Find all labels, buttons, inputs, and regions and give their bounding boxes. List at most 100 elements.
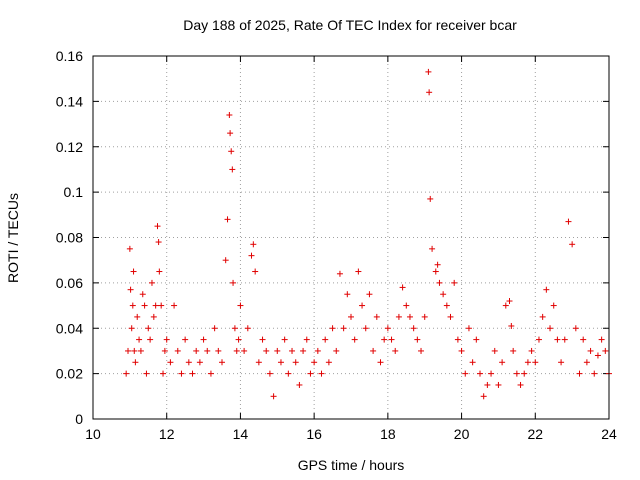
data-point xyxy=(381,336,388,343)
data-point xyxy=(484,381,491,388)
y-tick-label: 0.16 xyxy=(56,48,83,64)
data-point xyxy=(362,325,369,332)
data-point xyxy=(145,325,152,332)
data-point xyxy=(237,302,244,309)
data-point xyxy=(535,336,542,343)
data-point xyxy=(388,336,395,343)
data-point xyxy=(427,195,434,202)
y-tick-label: 0.04 xyxy=(56,320,83,336)
data-point xyxy=(373,313,380,320)
data-point xyxy=(148,279,155,286)
data-point xyxy=(403,302,410,309)
data-point xyxy=(147,336,154,343)
data-point xyxy=(154,223,161,230)
data-point xyxy=(303,336,310,343)
data-point xyxy=(235,336,242,343)
data-point xyxy=(185,359,192,366)
data-point xyxy=(425,68,432,75)
data-point xyxy=(480,393,487,400)
data-point xyxy=(285,370,292,377)
data-point xyxy=(193,347,200,354)
data-point xyxy=(580,336,587,343)
data-point xyxy=(550,302,557,309)
data-point xyxy=(495,381,502,388)
data-point xyxy=(252,268,259,275)
data-point xyxy=(255,359,262,366)
x-tick-labels: 10 12 14 16 18 20 22 24 xyxy=(85,426,617,442)
data-point xyxy=(598,336,605,343)
chart-title: Day 188 of 2025, Rate Of TEC Index for r… xyxy=(183,17,517,33)
data-point xyxy=(454,336,461,343)
data-point xyxy=(583,359,590,366)
data-point xyxy=(296,381,303,388)
data-point xyxy=(434,261,441,268)
data-point xyxy=(132,359,139,366)
data-point xyxy=(543,286,550,293)
y-tick-label: 0 xyxy=(75,411,83,427)
data-point xyxy=(141,302,148,309)
data-point xyxy=(230,279,237,286)
data-point xyxy=(591,370,598,377)
data-point xyxy=(587,347,594,354)
data-point xyxy=(211,325,218,332)
x-tick-label: 16 xyxy=(306,426,322,442)
data-point xyxy=(429,245,436,252)
data-point xyxy=(241,347,248,354)
data-point xyxy=(414,336,421,343)
data-point xyxy=(384,325,391,332)
data-point xyxy=(160,370,167,377)
data-point xyxy=(576,370,583,377)
data-point xyxy=(143,370,150,377)
data-point xyxy=(539,313,546,320)
data-point xyxy=(322,336,329,343)
y-tick-label: 0.12 xyxy=(56,139,83,155)
data-point xyxy=(426,89,433,96)
data-point xyxy=(314,347,321,354)
data-point xyxy=(329,325,336,332)
data-point xyxy=(377,359,384,366)
data-point xyxy=(443,302,450,309)
data-point xyxy=(351,336,358,343)
data-point xyxy=(204,347,211,354)
data-point xyxy=(561,336,568,343)
data-point xyxy=(344,291,351,298)
data-point xyxy=(473,336,480,343)
data-point xyxy=(126,245,133,252)
x-axis-title: GPS time / hours xyxy=(298,457,405,473)
x-tick-label: 18 xyxy=(380,426,396,442)
data-point xyxy=(602,347,609,354)
data-point xyxy=(231,325,238,332)
data-point xyxy=(263,347,270,354)
data-point xyxy=(222,257,229,264)
data-point xyxy=(300,347,307,354)
data-point xyxy=(227,130,234,137)
data-point xyxy=(156,268,163,275)
data-point xyxy=(565,218,572,225)
data-point xyxy=(182,336,189,343)
data-point xyxy=(521,370,528,377)
data-point xyxy=(233,347,240,354)
data-point xyxy=(200,336,207,343)
data-point xyxy=(558,359,565,366)
data-point xyxy=(248,252,255,259)
data-point xyxy=(499,359,506,366)
data-point xyxy=(226,111,233,118)
data-point xyxy=(131,347,138,354)
data-point xyxy=(325,359,332,366)
data-point xyxy=(281,336,288,343)
data-point xyxy=(440,291,447,298)
data-point xyxy=(171,302,178,309)
y-tick-labels: 0 0.02 0.04 0.06 0.08 0.1 0.12 0.14 0.16 xyxy=(56,48,83,427)
data-point xyxy=(458,347,465,354)
data-point xyxy=(508,322,515,329)
data-point xyxy=(152,302,159,309)
data-point xyxy=(333,347,340,354)
data-point xyxy=(196,359,203,366)
data-point xyxy=(410,325,417,332)
data-point xyxy=(572,325,579,332)
data-point xyxy=(139,291,146,298)
data-point xyxy=(150,313,157,320)
data-point xyxy=(123,370,130,377)
data-point xyxy=(532,359,539,366)
